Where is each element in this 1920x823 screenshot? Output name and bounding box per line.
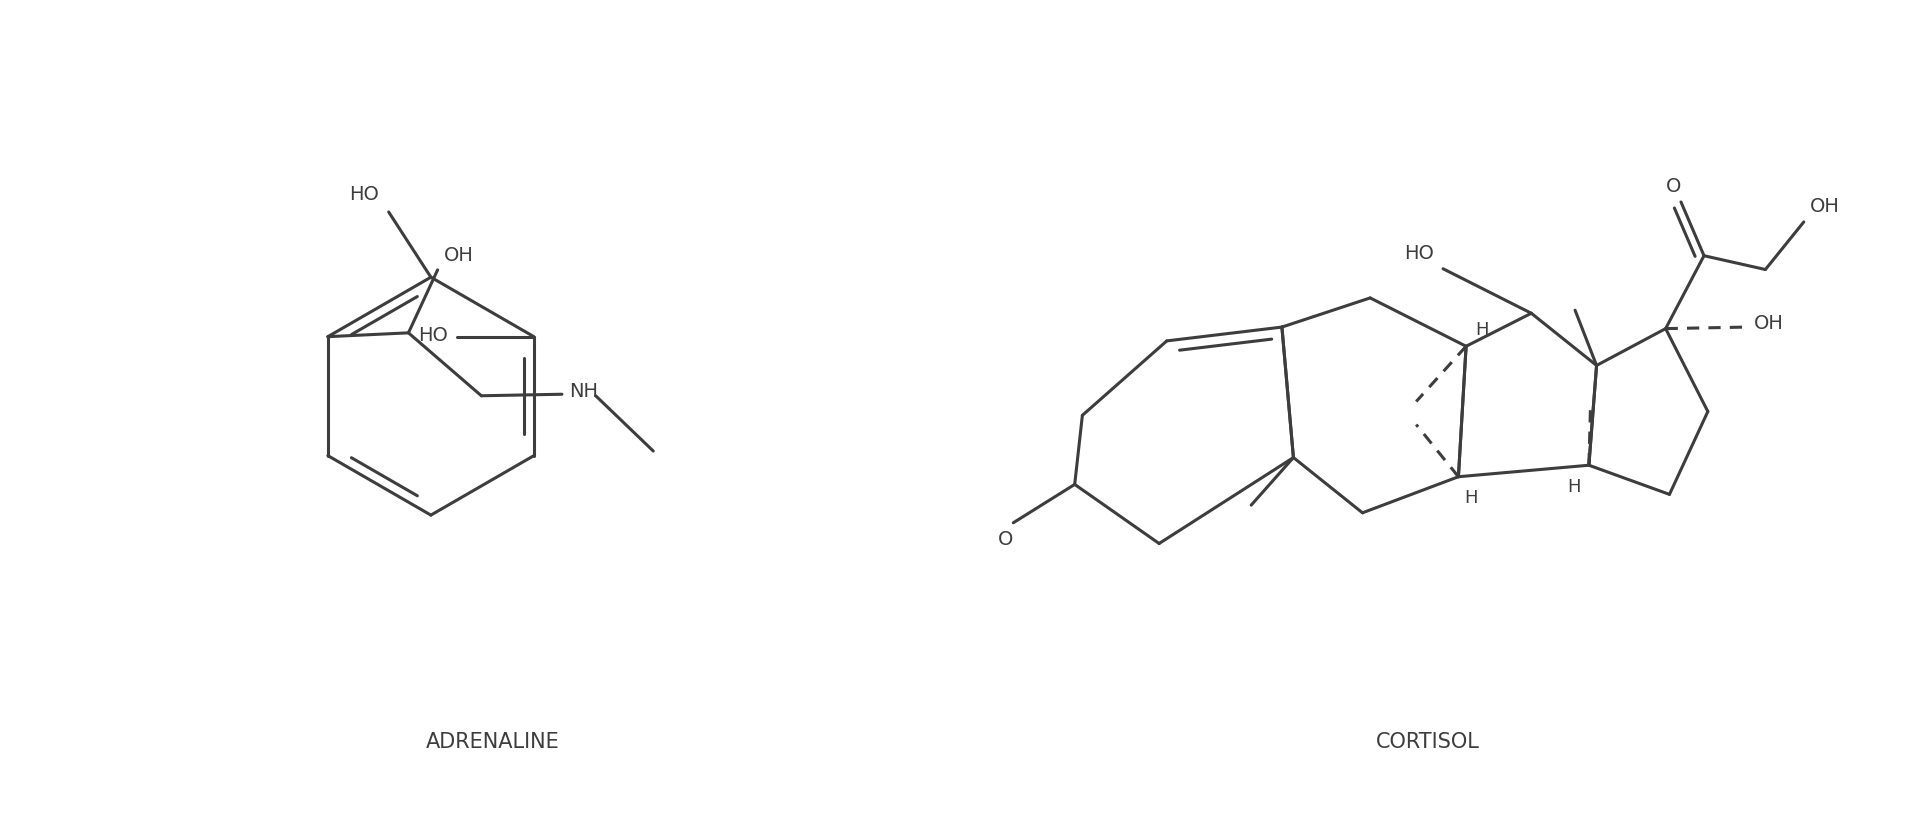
Text: HO: HO [419, 326, 447, 345]
Text: H: H [1475, 321, 1488, 338]
Text: HO: HO [1404, 244, 1434, 263]
Text: O: O [1667, 177, 1682, 196]
Text: CORTISOL: CORTISOL [1377, 732, 1480, 751]
Text: HO: HO [349, 185, 380, 204]
Text: NH: NH [570, 382, 599, 401]
Text: ADRENALINE: ADRENALINE [426, 732, 559, 751]
Text: OH: OH [444, 246, 474, 265]
Text: O: O [998, 531, 1014, 550]
Text: H: H [1465, 489, 1478, 507]
Text: OH: OH [1811, 197, 1839, 216]
Text: OH: OH [1753, 314, 1784, 332]
Text: H: H [1569, 477, 1582, 495]
